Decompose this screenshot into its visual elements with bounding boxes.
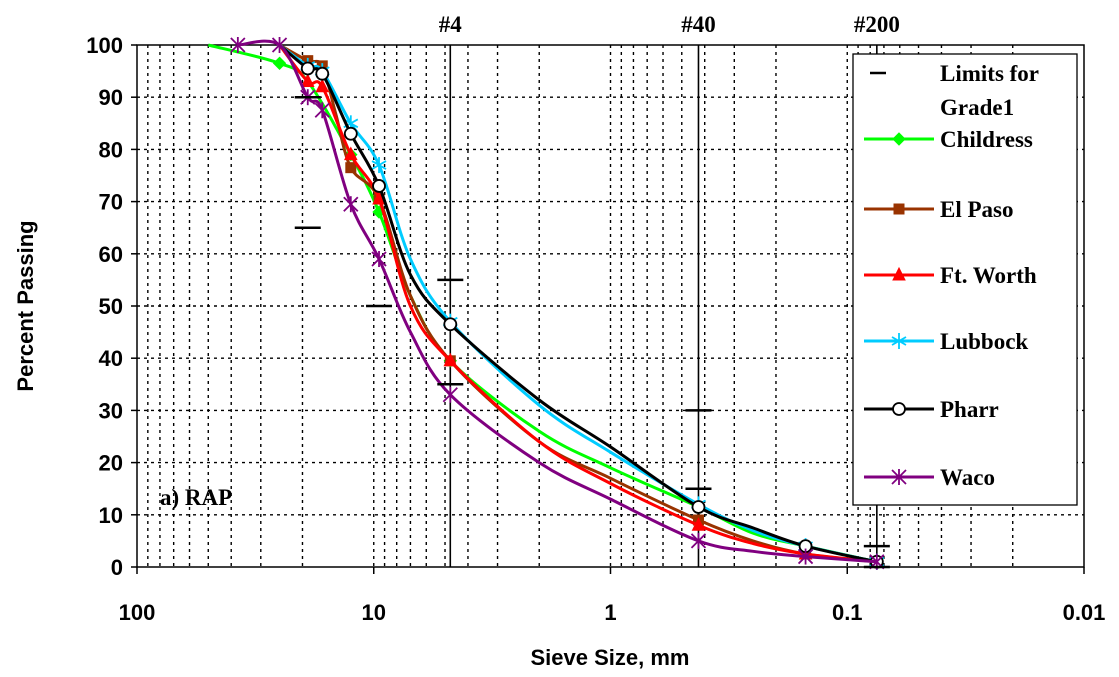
data-point	[343, 126, 358, 141]
legend-label: Ft. Worth	[940, 263, 1037, 288]
legend-label: Waco	[940, 465, 995, 490]
x-tick-label: 100	[119, 600, 156, 625]
data-point	[691, 517, 706, 531]
data-point	[300, 61, 315, 76]
y-tick-label: 80	[99, 137, 123, 162]
legend-marker	[892, 266, 906, 281]
data-point	[315, 78, 330, 93]
data-point	[443, 352, 458, 367]
x-axis-ticks: 100 10 1 0.1 0.01	[119, 567, 1106, 625]
y-axis-title: Percent Passing	[13, 220, 38, 391]
legend-marker	[892, 402, 906, 416]
y-tick-label: 60	[99, 242, 123, 267]
legend-label: El Paso	[940, 197, 1013, 222]
y-axis-ticks: 0 10 20 30 40 50 60 70 80 90 100	[86, 33, 137, 580]
legend-label: Childress	[940, 127, 1033, 152]
legend-item: Childress	[864, 127, 1033, 152]
data-point	[690, 532, 707, 549]
data-point	[272, 56, 287, 70]
data-point	[442, 386, 458, 403]
data-point	[691, 500, 706, 514]
data-point	[343, 146, 358, 161]
sieve-label: #40	[681, 12, 716, 37]
legend-item-limits: Limits for Grade1	[870, 61, 1039, 120]
sieve-label: #200	[854, 12, 900, 37]
legend-item: El Paso	[864, 197, 1013, 222]
y-tick-label: 0	[111, 555, 123, 580]
series-waco	[230, 37, 885, 570]
legend-label: Lubbock	[940, 329, 1028, 354]
series-layer	[207, 37, 885, 570]
data-point	[230, 37, 246, 53]
x-tick-label: 0.01	[1063, 600, 1106, 625]
data-point	[372, 179, 386, 193]
x-tick-label: 0.1	[832, 600, 863, 625]
legend-marker	[892, 132, 906, 146]
data-point	[271, 37, 288, 53]
x-tick-label: 1	[604, 600, 616, 625]
legend: Limits for Grade1 Childress El Paso Ft. Wort…	[852, 53, 1078, 506]
y-tick-label: 50	[99, 294, 123, 319]
data-point	[797, 548, 814, 565]
data-point	[371, 157, 387, 174]
x-tick-label: 10	[362, 600, 386, 625]
annotation-rap: a) RAP	[160, 485, 232, 510]
legend-marker	[891, 333, 907, 349]
legend-item: Lubbock	[864, 329, 1028, 354]
limits-layer	[294, 95, 890, 569]
x-axis-title: Sieve Size, mm	[531, 645, 690, 670]
y-tick-label: 10	[99, 503, 123, 528]
legend-label: Limits for	[940, 61, 1039, 86]
legend-box	[852, 53, 1078, 506]
sieve-label: #4	[439, 12, 463, 37]
y-tick-label: 40	[99, 346, 123, 371]
y-tick-label: 70	[99, 190, 123, 215]
legend-item: Pharr	[864, 397, 999, 422]
data-point	[314, 102, 330, 119]
y-tick-label: 90	[99, 85, 123, 110]
y-tick-label: 20	[99, 451, 123, 476]
y-tick-label: 100	[86, 33, 123, 58]
data-point	[343, 196, 359, 213]
data-point	[300, 73, 315, 88]
legend-item: Ft. Worth	[864, 263, 1037, 288]
y-tick-label: 30	[99, 398, 123, 423]
legend-marker	[891, 469, 907, 485]
legend-label: Grade1	[940, 95, 1014, 120]
legend-marker	[893, 203, 905, 215]
data-point	[315, 66, 330, 81]
data-point	[371, 251, 387, 268]
data-point	[443, 317, 458, 332]
legend-item: Waco	[864, 465, 995, 490]
data-point	[345, 162, 357, 174]
legend-label: Pharr	[940, 397, 999, 422]
legend-items: Limits for Grade1 Childress El Paso Ft. Wort…	[864, 61, 1039, 490]
